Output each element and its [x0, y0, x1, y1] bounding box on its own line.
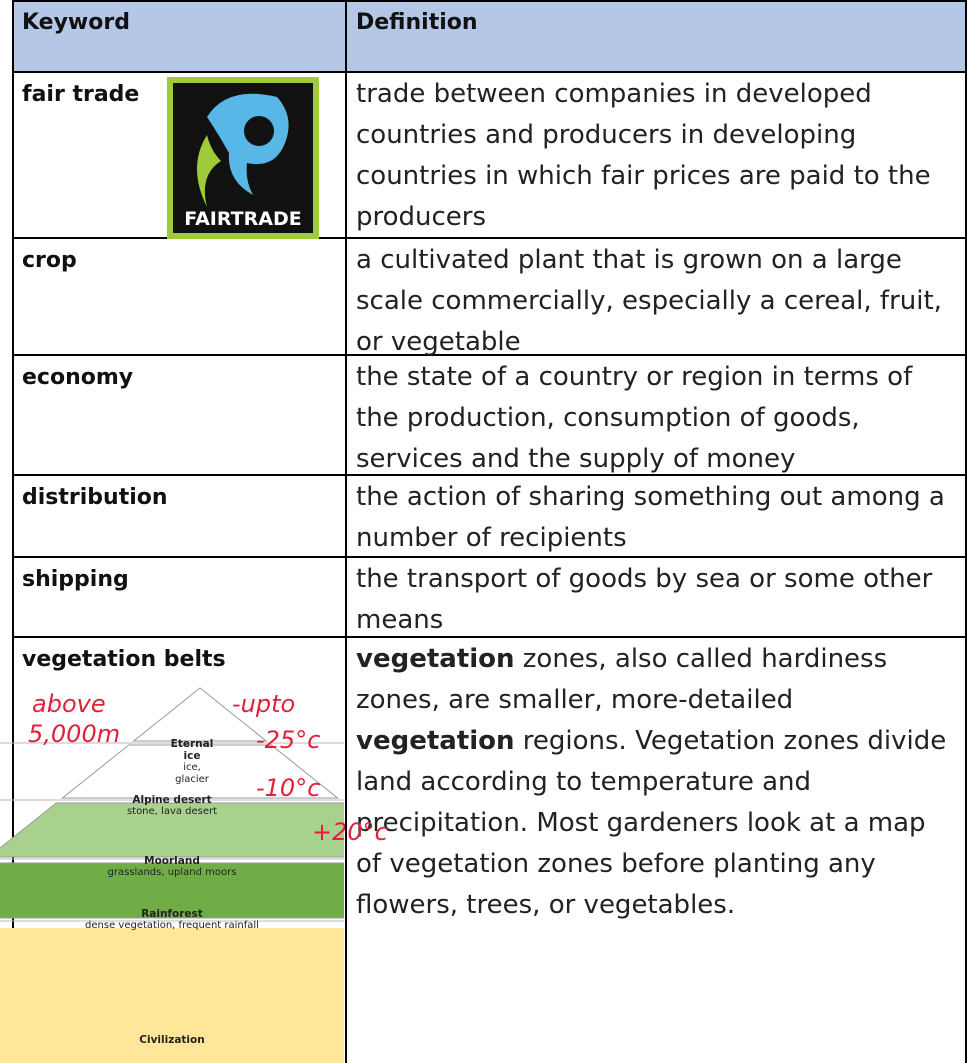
- header-definition: Definition: [356, 10, 478, 35]
- column-rule: [12, 0, 14, 1063]
- keyword: crop: [22, 248, 77, 273]
- handwritten-note: +20°c: [312, 818, 388, 846]
- keyword: vegetation belts: [22, 647, 226, 672]
- row-rule: [12, 354, 966, 356]
- definition-text: vegetation: [356, 644, 515, 674]
- pyramid-band: [0, 802, 344, 858]
- level-name: Moorland: [144, 855, 200, 867]
- definition: the transport of goods by sea or some ot…: [356, 559, 956, 641]
- pyramid-band: [0, 862, 344, 919]
- handwritten-note: -10°c: [256, 774, 321, 802]
- logo-text: FAIRTRADE: [184, 208, 301, 230]
- handwritten-note: -upto: [232, 690, 296, 718]
- level-name: Eternal ice: [170, 738, 214, 762]
- pyramid-label: Civilization: [72, 1034, 272, 1046]
- pyramid-label: Alpine desert stone, lava desert: [97, 794, 247, 818]
- pyramid-band: [132, 687, 268, 742]
- definition: the state of a country or region in term…: [356, 357, 956, 480]
- civilization-band: [0, 928, 344, 1063]
- keyword: fair trade: [22, 82, 140, 107]
- definition-text: regions. Vegetation zones divide land ac…: [356, 726, 947, 920]
- level-detail: grasslands, upland moors: [107, 867, 237, 878]
- level-name: Civilization: [139, 1034, 205, 1046]
- level-detail: stone, lava desert: [126, 806, 218, 817]
- row-rule: [12, 556, 966, 558]
- definition-text: the transport of goods by sea or some ot…: [356, 564, 933, 635]
- pyramid-band: [61, 744, 339, 799]
- row-rule: [12, 474, 966, 476]
- logo-green-leaf: [197, 135, 221, 207]
- level-name: Rainforest: [141, 908, 203, 920]
- header-background: [12, 0, 966, 72]
- handwritten-note: above: [32, 690, 106, 718]
- level-name: Alpine desert: [132, 794, 212, 806]
- header-keyword: Keyword: [22, 10, 130, 35]
- definition: the action of sharing something out amon…: [356, 477, 956, 559]
- keyword: economy: [22, 365, 134, 390]
- row-rule: [12, 237, 966, 239]
- column-rule: [345, 0, 347, 1063]
- handwritten-note: 5,000m: [28, 720, 121, 748]
- logo-blue-shape: [207, 93, 289, 195]
- row-rule: [12, 0, 966, 2]
- row-rule: [12, 636, 966, 638]
- definition: vegetation zones, also called hardiness …: [356, 639, 956, 926]
- fairtrade-logo: FAIRTRADE: [167, 77, 319, 239]
- definition-text: the state of a country or region in term…: [356, 362, 913, 474]
- vegetation-pyramid: [0, 687, 344, 1063]
- definition: a cultivated plant that is grown on a la…: [356, 240, 956, 363]
- definition-text: the action of sharing something out amon…: [356, 482, 945, 553]
- level-detail: dense vegetation, frequent rainfall: [85, 920, 259, 931]
- definition-text: vegetation: [356, 726, 515, 756]
- keyword: shipping: [22, 567, 129, 592]
- handwritten-note: -25°c: [256, 726, 321, 754]
- pyramid-label: Moorland grasslands, upland moors: [72, 855, 272, 879]
- definition-text: zones, also called hardiness zones, are …: [356, 644, 888, 715]
- column-rule: [965, 0, 967, 1063]
- definition-text: a cultivated plant that is grown on a la…: [356, 245, 942, 357]
- definition: trade between companies in developed cou…: [356, 74, 956, 238]
- pyramid-label: Eternal ice ice, glacier: [167, 738, 217, 786]
- logo-eye: [244, 116, 274, 146]
- level-detail: ice, glacier: [175, 762, 209, 785]
- row-rule: [12, 71, 966, 73]
- pyramid-label: Rainforest dense vegetation, frequent rai…: [42, 908, 302, 932]
- keyword: distribution: [22, 485, 168, 510]
- definition-text: trade between companies in developed cou…: [356, 79, 931, 232]
